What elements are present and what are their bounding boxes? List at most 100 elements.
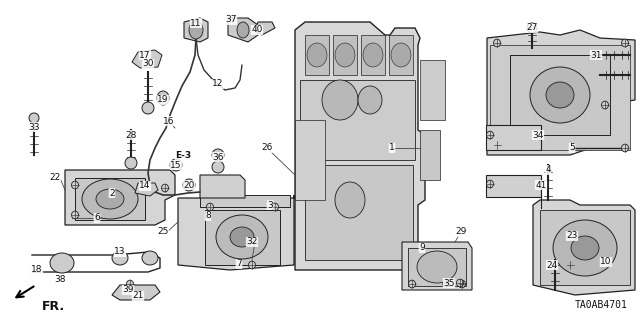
Text: 28: 28	[125, 130, 137, 139]
Text: 1: 1	[389, 144, 395, 152]
Ellipse shape	[29, 113, 39, 123]
Ellipse shape	[230, 227, 254, 247]
Text: 7: 7	[236, 259, 242, 269]
Text: 4: 4	[545, 166, 551, 174]
Polygon shape	[132, 50, 162, 68]
Ellipse shape	[96, 189, 124, 209]
Text: FR.: FR.	[42, 300, 65, 313]
Text: 5: 5	[569, 144, 575, 152]
Text: 21: 21	[132, 292, 144, 300]
Polygon shape	[112, 285, 160, 300]
Ellipse shape	[621, 39, 628, 47]
Text: 17: 17	[140, 50, 151, 60]
Bar	[408, 248, 466, 286]
Bar	[420, 130, 440, 180]
Bar	[205, 210, 280, 265]
Bar	[333, 35, 357, 75]
Text: 40: 40	[252, 26, 262, 34]
Text: 20: 20	[183, 181, 195, 189]
Text: 12: 12	[212, 79, 224, 88]
Text: 11: 11	[190, 19, 202, 27]
Text: 13: 13	[115, 248, 125, 256]
Ellipse shape	[125, 157, 137, 169]
Bar	[300, 80, 415, 160]
Ellipse shape	[142, 251, 158, 265]
Text: 27: 27	[526, 24, 538, 33]
Bar	[510, 55, 610, 135]
Polygon shape	[533, 200, 635, 295]
Polygon shape	[178, 195, 294, 270]
Polygon shape	[184, 18, 208, 42]
Bar	[75, 178, 145, 220]
Ellipse shape	[112, 251, 128, 265]
Text: 8: 8	[205, 211, 211, 220]
Ellipse shape	[486, 180, 493, 188]
Text: 10: 10	[600, 257, 612, 266]
Ellipse shape	[157, 91, 169, 105]
Ellipse shape	[161, 184, 168, 192]
Ellipse shape	[207, 203, 214, 211]
Text: 38: 38	[54, 276, 66, 285]
Text: 36: 36	[212, 152, 224, 161]
Ellipse shape	[72, 211, 79, 219]
Text: 3: 3	[267, 201, 273, 210]
Ellipse shape	[527, 23, 537, 33]
Text: 22: 22	[49, 174, 61, 182]
Ellipse shape	[237, 22, 249, 38]
Bar	[295, 120, 325, 200]
Ellipse shape	[189, 21, 203, 39]
Ellipse shape	[307, 43, 327, 67]
Ellipse shape	[127, 280, 134, 288]
Ellipse shape	[82, 179, 138, 219]
Text: 15: 15	[170, 160, 182, 169]
Polygon shape	[295, 22, 425, 270]
Bar	[361, 35, 385, 75]
Bar	[305, 165, 413, 260]
Ellipse shape	[363, 43, 383, 67]
Text: TA0AB4701: TA0AB4701	[575, 300, 628, 310]
Ellipse shape	[358, 86, 382, 114]
Ellipse shape	[212, 149, 224, 161]
Text: 9: 9	[419, 243, 425, 253]
Text: 41: 41	[535, 181, 547, 189]
Text: 30: 30	[142, 60, 154, 69]
Text: 16: 16	[163, 116, 175, 125]
Bar	[420, 60, 445, 120]
Ellipse shape	[486, 131, 493, 139]
Ellipse shape	[458, 280, 465, 288]
Text: 37: 37	[225, 16, 237, 25]
Text: 14: 14	[140, 182, 150, 190]
Ellipse shape	[566, 261, 573, 269]
Text: 31: 31	[590, 50, 602, 60]
Text: 35: 35	[444, 278, 455, 287]
Ellipse shape	[183, 179, 195, 191]
Ellipse shape	[408, 280, 415, 288]
Polygon shape	[228, 18, 258, 42]
Text: 18: 18	[31, 264, 43, 273]
Polygon shape	[402, 242, 472, 290]
Text: 2: 2	[109, 189, 115, 197]
Ellipse shape	[212, 161, 224, 173]
Text: 6: 6	[94, 213, 100, 222]
Text: 23: 23	[566, 232, 578, 241]
Ellipse shape	[530, 67, 590, 123]
Ellipse shape	[546, 82, 574, 108]
Bar	[486, 125, 541, 150]
Bar	[305, 35, 329, 75]
Ellipse shape	[417, 251, 457, 283]
Polygon shape	[200, 175, 245, 198]
Text: 33: 33	[28, 122, 40, 131]
Bar	[490, 45, 630, 150]
Ellipse shape	[391, 43, 411, 67]
Ellipse shape	[456, 279, 463, 287]
Text: 19: 19	[157, 95, 169, 105]
Ellipse shape	[216, 215, 268, 259]
Ellipse shape	[553, 220, 617, 276]
Text: 29: 29	[455, 227, 467, 236]
Ellipse shape	[142, 102, 154, 114]
Text: 39: 39	[122, 286, 134, 294]
Ellipse shape	[493, 39, 500, 47]
Text: 25: 25	[157, 226, 169, 235]
Text: 34: 34	[532, 130, 544, 139]
Polygon shape	[255, 22, 275, 35]
